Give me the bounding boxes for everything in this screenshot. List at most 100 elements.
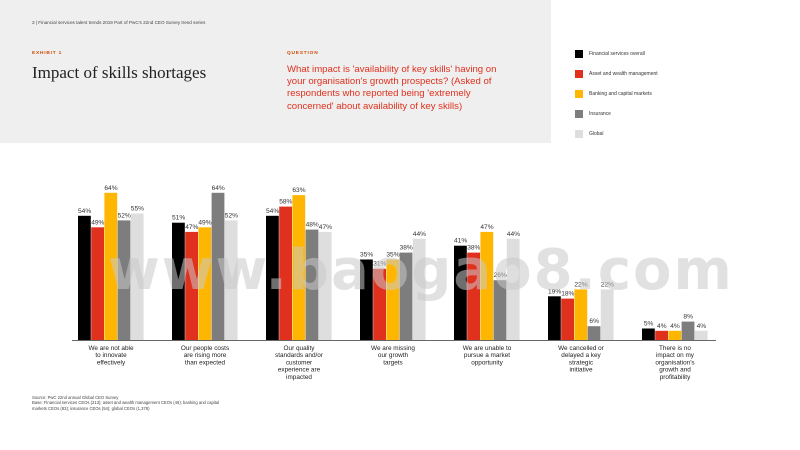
legend-label: Banking and capital markets xyxy=(589,91,652,97)
data-label: 47% xyxy=(319,224,332,231)
legend-swatch xyxy=(575,130,583,138)
data-label: 47% xyxy=(185,224,198,231)
legend-label: Financial services overall xyxy=(589,51,645,57)
category-label-line: than expected xyxy=(185,359,226,366)
category-label: We are missing our growth targets xyxy=(371,345,415,366)
bar xyxy=(668,330,682,340)
watermark: www.baogao8.com xyxy=(108,238,734,303)
bar xyxy=(185,231,198,340)
bar xyxy=(681,321,695,340)
bar xyxy=(360,259,373,340)
data-label: 38% xyxy=(467,245,480,252)
bar xyxy=(78,215,91,340)
data-label: 22% xyxy=(601,281,614,288)
category-label-line: experience are xyxy=(278,367,321,374)
category-label-line: We cancelled or xyxy=(558,345,605,352)
category-label-line: There is no xyxy=(659,345,691,352)
page-line: 3 | Financial services talent trends 201… xyxy=(32,20,206,25)
category-label: Our quality standards and/or customer exper… xyxy=(275,345,324,381)
category-label: We are not able to innovate effectively xyxy=(89,345,134,366)
page-title: Impact of skills shortages xyxy=(32,63,207,82)
category-label-line: profitability xyxy=(660,374,691,381)
data-label: 48% xyxy=(306,222,319,229)
legend-swatch xyxy=(575,70,583,78)
data-label: 26% xyxy=(494,272,507,279)
source-line: Source: PwC 22nd annual Global CEO Surve… xyxy=(32,395,119,400)
legend-item: Global xyxy=(575,130,775,142)
source-note: Source: PwC 22nd annual Global CEO Surve… xyxy=(32,395,232,411)
category-label-line: growth and xyxy=(659,367,691,374)
data-label: 49% xyxy=(198,219,211,226)
data-label: 5% xyxy=(644,321,654,328)
bar xyxy=(386,259,400,340)
legend-item: Banking and capital markets xyxy=(575,90,775,102)
header-panel xyxy=(0,0,551,143)
data-label: 52% xyxy=(118,212,131,219)
legend-swatch xyxy=(575,110,583,118)
data-label: 54% xyxy=(266,208,279,215)
data-label: 47% xyxy=(480,224,493,231)
bar xyxy=(600,289,614,340)
data-label: 4% xyxy=(697,323,707,330)
bar xyxy=(266,215,279,340)
bar xyxy=(91,227,104,340)
exhibit-label: EXHIBIT 1 xyxy=(32,51,63,56)
data-label: 52% xyxy=(225,212,238,219)
category-label-line: opportunity xyxy=(471,359,503,366)
bar xyxy=(305,229,319,340)
question-text: What impact is 'availability of key skil… xyxy=(287,64,497,112)
data-label: 35% xyxy=(386,252,399,259)
data-label: 31% xyxy=(373,261,386,268)
data-label: 41% xyxy=(454,238,467,245)
legend-label: Global xyxy=(589,131,604,137)
data-label: 58% xyxy=(279,199,292,206)
category-label-line: our growth xyxy=(378,352,409,359)
bar xyxy=(104,192,118,340)
category-label-line: are rising more xyxy=(184,352,227,359)
data-label: 6% xyxy=(589,318,599,325)
bar xyxy=(493,280,507,340)
bar xyxy=(694,330,708,340)
data-label: 4% xyxy=(657,323,667,330)
category-label-line: Our quality xyxy=(284,345,316,352)
bar xyxy=(587,326,601,340)
legend-swatch xyxy=(575,50,583,58)
category-label-line: standards and/or xyxy=(275,352,324,359)
bar xyxy=(224,220,238,340)
category-label-line: strategic xyxy=(569,359,594,366)
category-label-line: targets xyxy=(383,359,403,366)
legend-swatch xyxy=(575,90,583,98)
bar xyxy=(198,227,212,340)
base-line: Base: Financial services CEOs (213); ass… xyxy=(32,400,220,411)
category-label: Our people costs are rising more than expe… xyxy=(181,345,229,366)
data-label: 38% xyxy=(400,245,413,252)
category-label-line: to innovate xyxy=(95,352,127,359)
bar xyxy=(574,289,588,340)
category-label-line: customer xyxy=(286,359,313,366)
bar xyxy=(172,222,185,340)
legend-label: Insurance xyxy=(589,111,611,117)
data-label: 64% xyxy=(104,185,117,192)
bar xyxy=(467,252,480,340)
question-label: QUESTION xyxy=(287,51,319,56)
bar xyxy=(318,231,332,340)
data-label: 44% xyxy=(413,231,426,238)
data-label: 8% xyxy=(683,314,693,321)
category-label-line: Our people costs xyxy=(181,345,229,352)
data-label: 35% xyxy=(360,252,373,259)
bar xyxy=(130,213,144,340)
data-label: 54% xyxy=(78,208,91,215)
category-label-line: impacted xyxy=(286,374,312,381)
bar xyxy=(655,330,668,340)
category-label-line: effectively xyxy=(97,359,126,366)
bar xyxy=(480,231,494,340)
data-label: 18% xyxy=(561,291,574,298)
legend-item: Asset and wealth management xyxy=(575,70,775,82)
bar xyxy=(117,220,131,340)
legend-item: Financial services overall xyxy=(575,50,775,62)
category-label-line: pursue a market xyxy=(464,352,510,359)
legend-item: Insurance xyxy=(575,110,775,122)
category-label-line: We are missing xyxy=(371,345,415,352)
